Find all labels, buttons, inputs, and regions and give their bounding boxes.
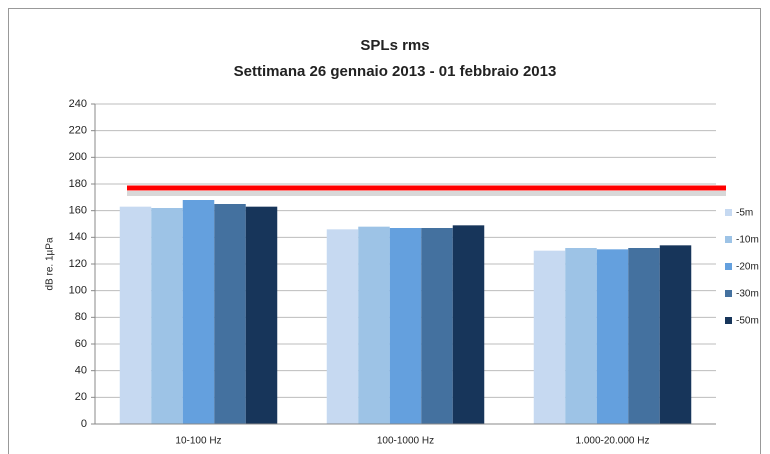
y-tick-label: 120 <box>69 258 87 270</box>
bar <box>533 250 566 424</box>
bar <box>182 200 215 424</box>
y-tick-label: 20 <box>75 391 87 403</box>
y-tick-label: 140 <box>69 231 87 243</box>
legend-label: -20m <box>736 262 759 273</box>
bar <box>245 206 278 424</box>
x-tick-label: 1.000-20.000 Hz <box>576 436 650 447</box>
legend-swatch <box>725 290 732 297</box>
bar <box>596 249 629 424</box>
bar <box>119 206 152 424</box>
reference-shadow <box>127 191 726 196</box>
bar <box>326 229 359 424</box>
y-axis-label: dB re. 1µPa <box>45 237 56 290</box>
legend-swatch <box>725 263 732 270</box>
y-tick-label: 60 <box>75 338 87 350</box>
legend-label: -10m <box>736 235 759 246</box>
legend-swatch <box>725 236 732 243</box>
chart-subtitle: Settimana 26 gennaio 2013 - 01 febbraio … <box>234 63 557 80</box>
y-tick-label: 160 <box>69 205 87 217</box>
legend-label: -30m <box>736 289 759 300</box>
y-tick-label: 40 <box>75 365 87 377</box>
bar <box>565 248 597 424</box>
bar <box>452 225 485 424</box>
bar <box>421 228 453 424</box>
bar <box>628 248 660 424</box>
bar <box>214 204 246 424</box>
y-tick-label: 100 <box>69 285 87 297</box>
y-tick-label: 0 <box>81 418 87 430</box>
legend-label: -5m <box>736 208 753 219</box>
y-tick-label: 200 <box>69 151 87 163</box>
y-tick-label: 180 <box>69 178 87 190</box>
legend-label: -50m <box>736 316 759 327</box>
y-tick-label: 220 <box>69 125 87 137</box>
bar <box>659 245 692 424</box>
x-tick-label: 10-100 Hz <box>175 436 221 447</box>
legend-swatch <box>725 317 732 324</box>
bar <box>389 228 422 424</box>
legend-swatch <box>725 209 732 216</box>
y-tick-label: 80 <box>75 311 87 323</box>
chart-title: SPLs rms <box>360 37 429 54</box>
bar <box>358 226 390 424</box>
x-tick-label: 100-1000 Hz <box>377 436 434 447</box>
bar <box>151 208 183 424</box>
y-tick-label: 240 <box>69 98 87 110</box>
